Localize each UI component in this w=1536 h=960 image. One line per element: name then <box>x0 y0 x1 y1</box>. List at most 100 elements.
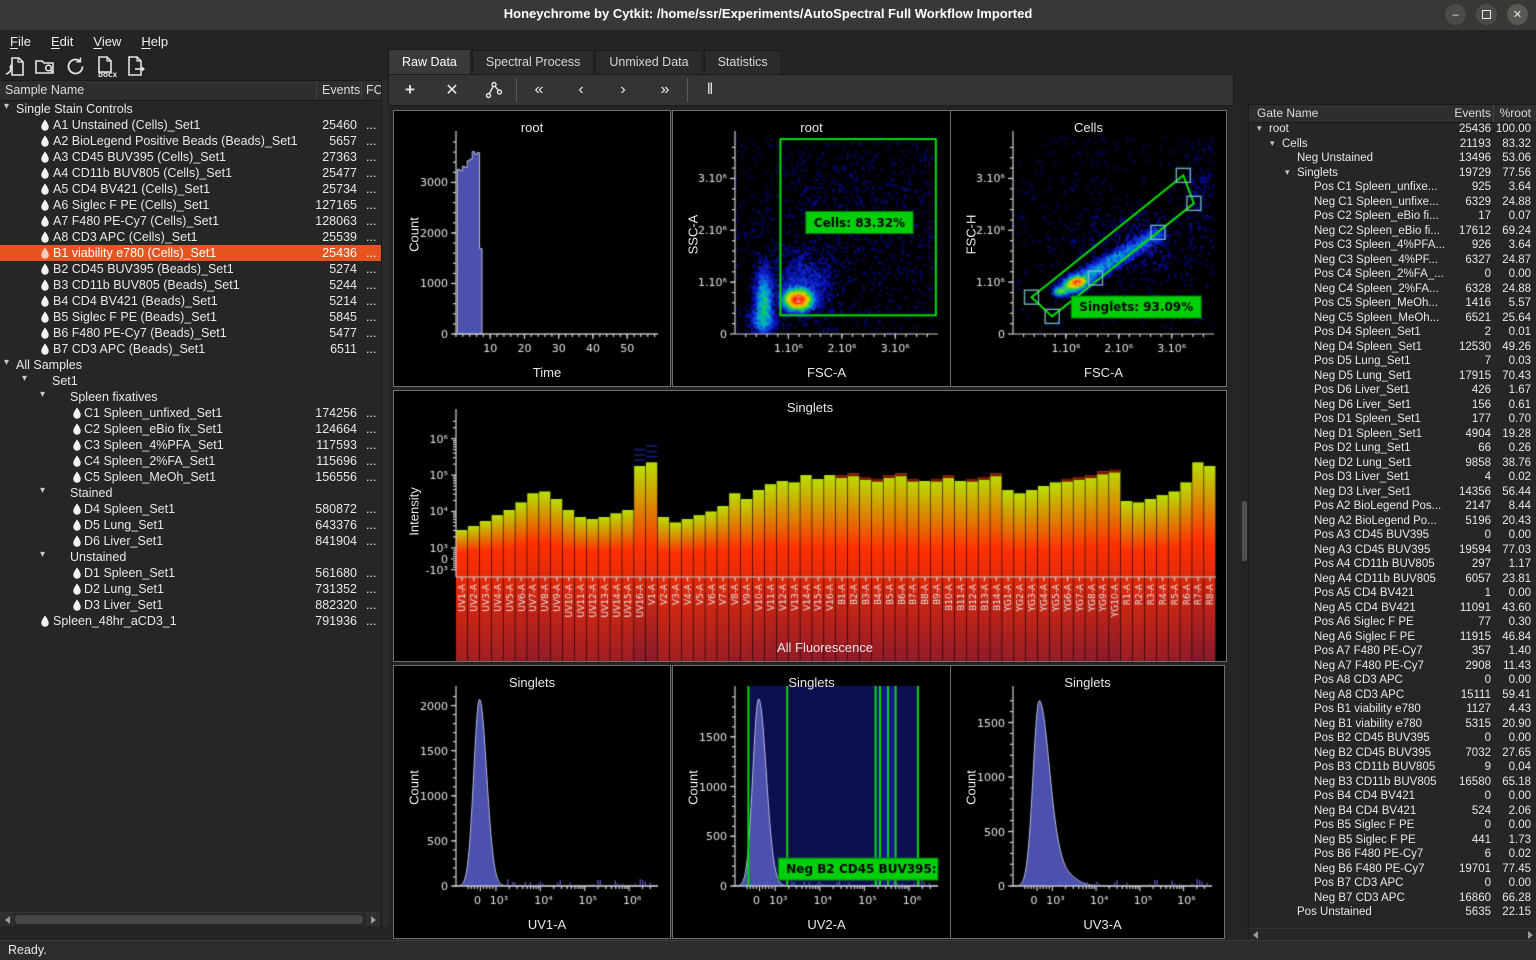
tree-row[interactable]: A2 BioLegend Positive Beads (Beads)_Set1… <box>0 133 381 149</box>
menu-view[interactable]: View <box>83 32 131 51</box>
gate-row[interactable]: Pos D5 Lung_Set170.03 <box>1249 355 1536 370</box>
minimize-button[interactable]: – <box>1445 4 1466 25</box>
plot-canvas[interactable] <box>394 111 670 386</box>
gate-row[interactable]: Pos D1 Spleen_Set11770.70 <box>1249 413 1536 428</box>
gate-row[interactable]: Pos B6 F480 PE-Cy760.02 <box>1249 848 1536 863</box>
tree-row[interactable]: A4 CD11b BUV805 (Cells)_Set125477... <box>0 165 381 181</box>
next-sample-button[interactable]: › <box>602 77 644 103</box>
gate-row[interactable]: Pos B7 CD3 APC00.00 <box>1249 877 1536 892</box>
gate-row[interactable]: Pos D4 Spleen_Set120.01 <box>1249 326 1536 341</box>
gate-scroll-right-button[interactable] <box>1524 929 1536 940</box>
gate-row[interactable]: Pos A4 CD11b BUV8052971.17 <box>1249 558 1536 573</box>
export-docx-button[interactable]: DOCX <box>92 53 118 79</box>
menu-file[interactable]: File <box>0 32 41 51</box>
plot-canvas[interactable] <box>951 111 1226 386</box>
column-gate-name[interactable]: Gate Name <box>1257 106 1318 120</box>
gating-tree-button[interactable] <box>473 77 515 103</box>
gate-row[interactable]: Neg B4 CD4 BV4215242.06 <box>1249 805 1536 820</box>
gate-row[interactable]: Pos A8 CD3 APC00.00 <box>1249 674 1536 689</box>
gate-row[interactable]: Neg C3 Spleen_4%PF...632724.87 <box>1249 254 1536 269</box>
tree-row[interactable]: C2 Spleen_eBio fix_Set1124664... <box>0 421 381 437</box>
gate-row[interactable]: Neg D4 Spleen_Set11253049.26 <box>1249 341 1536 356</box>
scroll-left-button[interactable] <box>0 913 14 926</box>
maximize-button[interactable] <box>1476 4 1497 25</box>
tree-row[interactable]: B5 Siglec F PE (Beads)_Set15845... <box>0 309 381 325</box>
tab-unmixed-data[interactable]: Unmixed Data <box>595 50 702 74</box>
delete-plot-button[interactable]: ✕ <box>431 77 473 103</box>
gate-row[interactable]: Neg C2 Spleen_eBio fi...1761269.24 <box>1249 225 1536 240</box>
gate-row[interactable]: ▾Cells2119383.32 <box>1249 138 1536 153</box>
previous-sample-button[interactable]: ‹ <box>560 77 602 103</box>
gate-panel-vscrollbar[interactable] <box>1241 105 1248 927</box>
gate-row[interactable]: Pos B2 CD45 BUV39500.00 <box>1249 732 1536 747</box>
import-file-button[interactable] <box>2 53 28 79</box>
plot-panel-cells[interactable]: rootFSC-ASSC-A <box>672 110 951 387</box>
tree-group-row[interactable]: ▾Single Stain Controls <box>0 101 381 117</box>
gate-row[interactable]: Pos Unstained563522.15 <box>1249 906 1536 921</box>
close-button[interactable]: ✕ <box>1507 4 1528 25</box>
gate-row[interactable]: Pos B1 viability e78011274.43 <box>1249 703 1536 718</box>
tree-row[interactable]: D4 Spleen_Set1580872... <box>0 501 381 517</box>
gate-row[interactable]: Pos D3 Liver_Set140.02 <box>1249 471 1536 486</box>
tab-raw-data[interactable]: Raw Data <box>388 49 471 74</box>
tree-row[interactable]: B4 CD4 BV421 (Beads)_Set15214... <box>0 293 381 309</box>
gate-row[interactable]: Pos C2 Spleen_eBio fi...170.07 <box>1249 210 1536 225</box>
tree-row[interactable]: B3 CD11b BUV805 (Beads)_Set15244... <box>0 277 381 293</box>
gate-row[interactable]: Neg B7 CD3 APC1686066.28 <box>1249 892 1536 907</box>
tab-statistics[interactable]: Statistics <box>704 50 782 74</box>
tree-row[interactable]: A6 Siglec F PE (Cells)_Set1127165... <box>0 197 381 213</box>
gate-row[interactable]: Pos B5 Siglec F PE00.00 <box>1249 819 1536 834</box>
tree-group-row[interactable]: ▾Spleen fixatives <box>0 389 381 405</box>
tree-row[interactable]: D1 Spleen_Set1561680... <box>0 565 381 581</box>
hscroll-thumb[interactable] <box>15 915 363 924</box>
gate-row[interactable]: Neg B2 CD45 BUV395703227.65 <box>1249 747 1536 762</box>
tree-row[interactable]: D5 Lung_Set1643376... <box>0 517 381 533</box>
gate-row[interactable]: Pos C5 Spleen_MeOh...14165.57 <box>1249 297 1536 312</box>
tree-row[interactable]: A5 CD4 BV421 (Cells)_Set125734... <box>0 181 381 197</box>
tree-row[interactable]: B7 CD3 APC (Beads)_Set16511... <box>0 341 381 357</box>
gate-row[interactable]: Neg C5 Spleen_MeOh...652125.64 <box>1249 312 1536 327</box>
gate-row[interactable]: Neg Unstained1349653.06 <box>1249 152 1536 167</box>
expander-arrow-icon[interactable]: ▾ <box>1285 167 1290 178</box>
gate-row[interactable]: Pos B4 CD4 BV42100.00 <box>1249 790 1536 805</box>
gate-row[interactable]: Neg D5 Lung_Set11791570.43 <box>1249 370 1536 385</box>
export-file-button[interactable] <box>122 53 148 79</box>
pause-button[interactable]: ‖ <box>689 77 731 103</box>
gate-row[interactable]: Neg A5 CD4 BV4211109143.60 <box>1249 602 1536 617</box>
tree-group-row[interactable]: ▾Stained <box>0 485 381 501</box>
scroll-right-button[interactable] <box>366 913 380 926</box>
gate-row[interactable]: Neg D2 Lung_Set1985838.76 <box>1249 457 1536 472</box>
menu-edit[interactable]: Edit <box>41 32 83 51</box>
tree-row[interactable]: A3 CD45 BUV395 (Cells)_Set127363... <box>0 149 381 165</box>
plot-panel-singlets[interactable]: CellsFSC-AFSC-H <box>950 110 1227 387</box>
plot-panel-time[interactable]: rootTimeCount <box>393 110 671 387</box>
plot-canvas[interactable] <box>394 391 1226 661</box>
open-folder-button[interactable] <box>32 53 58 79</box>
tree-group-row[interactable]: ▾Unstained <box>0 549 381 565</box>
tree-row[interactable]: D3 Liver_Set1882320... <box>0 597 381 613</box>
gate-row[interactable]: Pos A6 Siglec F PE770.30 <box>1249 616 1536 631</box>
gate-row[interactable]: Pos A7 F480 PE-Cy73571.40 <box>1249 645 1536 660</box>
gate-row[interactable]: Neg A3 CD45 BUV3951959477.03 <box>1249 544 1536 559</box>
tree-row[interactable]: B6 F480 PE-Cy7 (Beads)_Set15477... <box>0 325 381 341</box>
gate-row[interactable]: Neg C1 Spleen_unfixe...632924.88 <box>1249 196 1536 211</box>
expander-arrow-icon[interactable]: ▾ <box>4 101 9 112</box>
tree-row[interactable]: A7 F480 PE-Cy7 (Cells)_Set1128063... <box>0 213 381 229</box>
plot-panel-uv1[interactable]: SingletsUV1-ACount <box>393 665 671 939</box>
expander-arrow-icon[interactable]: ▾ <box>40 389 45 400</box>
first-sample-button[interactable]: « <box>518 77 560 103</box>
gate-row[interactable]: Pos B3 CD11b BUV80590.04 <box>1249 761 1536 776</box>
expander-arrow-icon[interactable]: ▾ <box>22 373 27 384</box>
splitter-left[interactable] <box>381 80 389 926</box>
column-events[interactable]: Events <box>322 83 360 97</box>
expander-arrow-icon[interactable]: ▾ <box>40 549 45 560</box>
gate-row[interactable]: Pos C4 Spleen_2%FA_...00.00 <box>1249 268 1536 283</box>
column-sample-name[interactable]: Sample Name <box>5 83 84 97</box>
gate-row[interactable]: Neg B6 F480 PE-Cy71970177.45 <box>1249 863 1536 878</box>
tree-row[interactable]: D6 Liver_Set1841904... <box>0 533 381 549</box>
plot-canvas[interactable] <box>673 111 950 386</box>
gate-row[interactable]: Pos C1 Spleen_unfixe...9253.64 <box>1249 181 1536 196</box>
gate-row[interactable]: Neg A8 CD3 APC1511159.41 <box>1249 689 1536 704</box>
tree-row[interactable]: D2 Lung_Set1731352... <box>0 581 381 597</box>
plot-canvas[interactable] <box>394 666 670 938</box>
